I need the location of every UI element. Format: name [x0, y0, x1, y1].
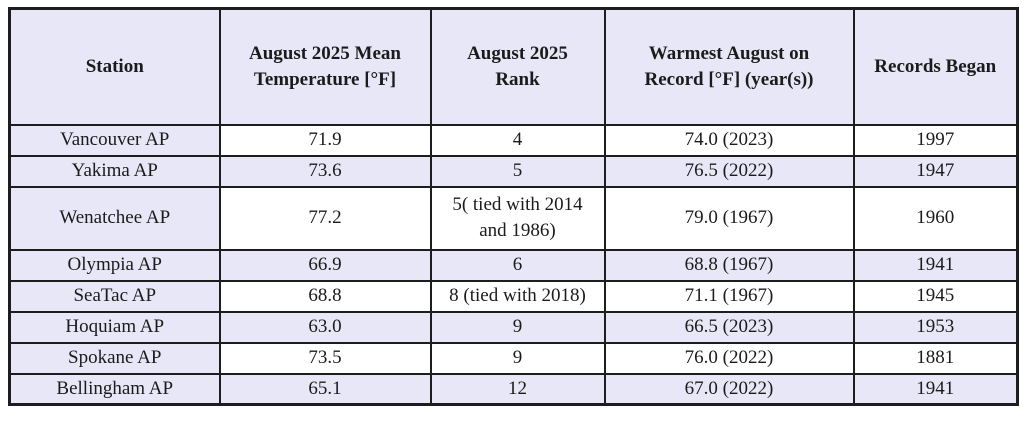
station-cell: Hoquiam AP: [8, 310, 221, 344]
climate-table: Station August 2025 Mean Temperature [°F…: [8, 7, 1019, 406]
column-header-rank: August 2025 Rank: [429, 7, 606, 126]
warmest-cell: 67.0 (2022): [603, 372, 855, 406]
warmest-cell: 68.8 (1967): [603, 248, 855, 282]
rank-cell: 6: [429, 248, 606, 282]
station-cell: SeaTac AP: [8, 279, 221, 313]
warmest-cell: 76.5 (2022): [603, 154, 855, 188]
rank-cell: 9: [429, 310, 606, 344]
mean-temp-cell: 68.8: [218, 279, 432, 313]
table-row-yakima: Yakima AP 73.6 5 76.5 (2022) 1947: [8, 154, 1019, 188]
rank-cell-text: 5( tied with 2014 and 1986): [452, 194, 583, 241]
station-cell: Olympia AP: [8, 248, 221, 282]
column-header-station: Station: [8, 7, 221, 126]
warmest-cell: 76.0 (2022): [603, 341, 855, 375]
table-row-hoquiam: Hoquiam AP 63.0 9 66.5 (2023) 1953: [8, 310, 1019, 344]
column-header-warmest-august: Warmest August on Record [°F] (year(s)): [603, 7, 855, 126]
warmest-cell: 66.5 (2023): [603, 310, 855, 344]
records-began-cell: 1953: [852, 310, 1019, 344]
records-began-cell: 1881: [852, 341, 1019, 375]
mean-temp-cell: 73.5: [218, 341, 432, 375]
column-header-rank-label: August 2025 Rank: [467, 43, 568, 90]
mean-temp-cell: 73.6: [218, 154, 432, 188]
station-cell: Bellingham AP: [8, 372, 221, 406]
records-began-cell: 1941: [852, 372, 1019, 406]
rank-cell: 12: [429, 372, 606, 406]
mean-temp-cell: 63.0: [218, 310, 432, 344]
records-began-cell: 1945: [852, 279, 1019, 313]
table-row-bellingham: Bellingham AP 65.1 12 67.0 (2022) 1941: [8, 372, 1019, 406]
rank-cell: 4: [429, 123, 606, 157]
column-header-warmest-august-label: Warmest August on Record [°F] (year(s)): [644, 43, 814, 90]
warmest-cell: 74.0 (2023): [603, 123, 855, 157]
table-body: Vancouver AP 71.9 4 74.0 (2023) 1997 Yak…: [8, 123, 1019, 406]
rank-cell: 8 (tied with 2018): [429, 279, 606, 313]
column-header-records-began: Records Began: [852, 7, 1019, 126]
mean-temp-cell: 71.9: [218, 123, 432, 157]
table-row-olympia: Olympia AP 66.9 6 68.8 (1967) 1941: [8, 248, 1019, 282]
station-cell: Spokane AP: [8, 341, 221, 375]
column-header-records-began-label: Records Began: [874, 56, 997, 78]
table-row-wenatchee: Wenatchee AP 77.2 5( tied with 2014 and …: [8, 185, 1019, 251]
column-header-station-label: Station: [85, 56, 144, 78]
warmest-cell: 71.1 (1967): [603, 279, 855, 313]
column-header-mean-temperature-label: August 2025 Mean Temperature [°F]: [248, 43, 401, 90]
station-cell: Yakima AP: [8, 154, 221, 188]
rank-cell: 9: [429, 341, 606, 375]
rank-cell: 5: [429, 154, 606, 188]
table-row-spokane: Spokane AP 73.5 9 76.0 (2022) 1881: [8, 341, 1019, 375]
column-header-mean-temperature: August 2025 Mean Temperature [°F]: [218, 7, 432, 126]
records-began-cell: 1947: [852, 154, 1019, 188]
table-header: Station August 2025 Mean Temperature [°F…: [8, 7, 1019, 126]
table-row-seatac: SeaTac AP 68.8 8 (tied with 2018) 71.1 (…: [8, 279, 1019, 313]
warmest-cell: 79.0 (1967): [603, 185, 855, 251]
records-began-cell: 1941: [852, 248, 1019, 282]
records-began-cell: 1997: [852, 123, 1019, 157]
table-container: Station August 2025 Mean Temperature [°F…: [8, 7, 1019, 406]
mean-temp-cell: 66.9: [218, 248, 432, 282]
records-began-cell: 1960: [852, 185, 1019, 251]
header-row: Station August 2025 Mean Temperature [°F…: [8, 7, 1019, 126]
table-row-vancouver: Vancouver AP 71.9 4 74.0 (2023) 1997: [8, 123, 1019, 157]
rank-cell: 5( tied with 2014 and 1986): [429, 185, 606, 251]
station-cell: Vancouver AP: [8, 123, 221, 157]
mean-temp-cell: 77.2: [218, 185, 432, 251]
mean-temp-cell: 65.1: [218, 372, 432, 406]
station-cell: Wenatchee AP: [8, 185, 221, 251]
